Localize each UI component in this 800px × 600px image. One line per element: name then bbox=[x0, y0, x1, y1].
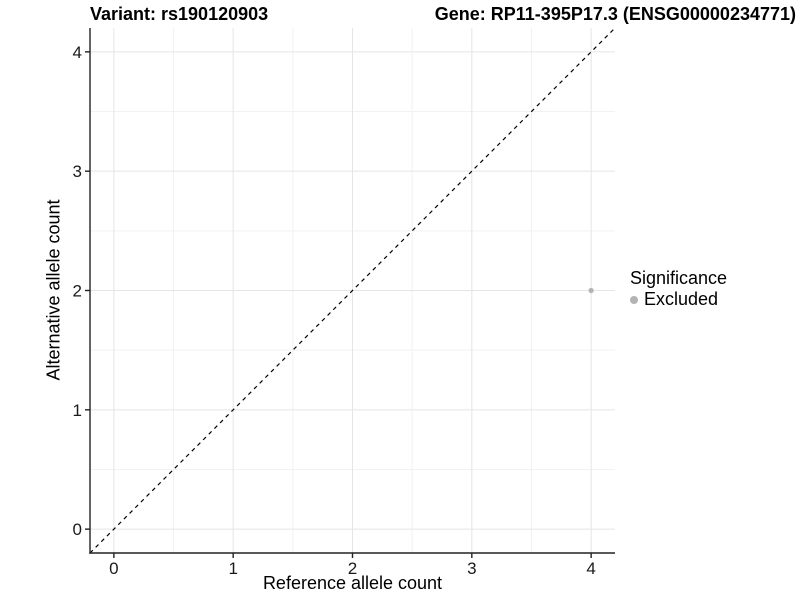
y-tick-label: 2 bbox=[73, 282, 82, 301]
identity-line bbox=[89, 27, 616, 554]
x-tick-label: 2 bbox=[348, 559, 357, 578]
legend-title: Significance bbox=[630, 268, 728, 288]
x-tick-label: 4 bbox=[586, 559, 595, 578]
legend-entry: Excluded bbox=[630, 289, 727, 310]
y-tick-label: 1 bbox=[73, 401, 82, 420]
plot-title-gene: Gene: RP11-395P17.3 (ENSG00000234771) bbox=[434, 4, 796, 24]
y-tick-label: 3 bbox=[73, 162, 82, 181]
x-axis-title: Reference allele count bbox=[262, 573, 443, 593]
y-tick-label: 0 bbox=[73, 520, 82, 539]
x-tick-label: 3 bbox=[467, 559, 476, 578]
legend-entry-label: Excluded bbox=[644, 289, 719, 309]
data-point bbox=[588, 287, 594, 294]
legend-point-icon bbox=[630, 295, 638, 304]
y-axis-title: Alternative allele count bbox=[43, 199, 64, 381]
y-tick-label: 4 bbox=[73, 43, 82, 62]
x-tick-label: 0 bbox=[109, 559, 118, 578]
x-tick-label: 1 bbox=[228, 559, 237, 578]
plot-title-variant: Variant: rs190120903 bbox=[90, 4, 269, 24]
legend: Significance Excluded bbox=[630, 268, 727, 310]
